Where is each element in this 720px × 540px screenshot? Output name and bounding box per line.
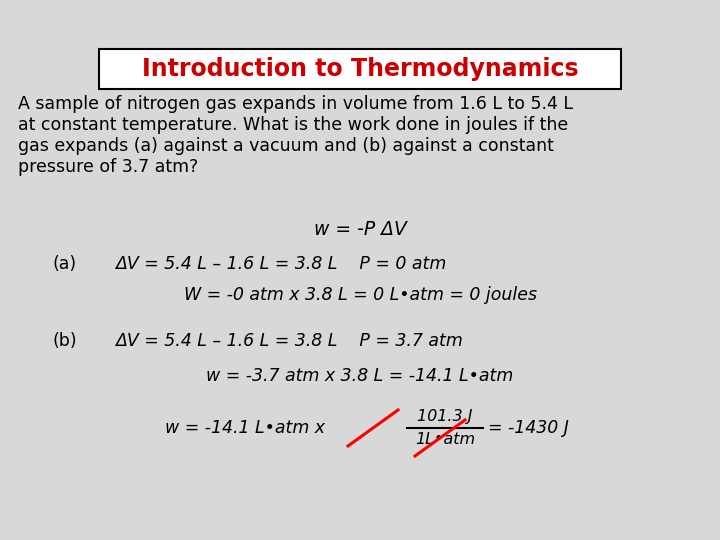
Text: w = -P ΔV: w = -P ΔV	[314, 220, 406, 239]
Text: W = -0 atm x 3.8 L = 0 L•atm = 0 joules: W = -0 atm x 3.8 L = 0 L•atm = 0 joules	[184, 286, 536, 304]
Text: Introduction to Thermodynamics: Introduction to Thermodynamics	[142, 57, 578, 81]
Text: pressure of 3.7 atm?: pressure of 3.7 atm?	[18, 158, 198, 176]
Text: = -1430 J: = -1430 J	[488, 419, 569, 437]
FancyBboxPatch shape	[99, 49, 621, 89]
Text: A sample of nitrogen gas expands in volume from 1.6 L to 5.4 L: A sample of nitrogen gas expands in volu…	[18, 95, 573, 113]
Text: (a): (a)	[52, 255, 76, 273]
Text: w = -3.7 atm x 3.8 L = -14.1 L•atm: w = -3.7 atm x 3.8 L = -14.1 L•atm	[207, 367, 513, 385]
Text: ΔV = 5.4 L – 1.6 L = 3.8 L    P = 3.7 atm: ΔV = 5.4 L – 1.6 L = 3.8 L P = 3.7 atm	[115, 332, 463, 350]
Text: w = -14.1 L•atm x: w = -14.1 L•atm x	[165, 419, 330, 437]
Text: 101.3 J: 101.3 J	[418, 409, 473, 424]
Text: at constant temperature. What is the work done in joules if the: at constant temperature. What is the wor…	[18, 116, 568, 134]
Text: 1L•atm: 1L•atm	[415, 432, 475, 447]
Text: ΔV = 5.4 L – 1.6 L = 3.8 L    P = 0 atm: ΔV = 5.4 L – 1.6 L = 3.8 L P = 0 atm	[115, 255, 446, 273]
Text: gas expands (a) against a vacuum and (b) against a constant: gas expands (a) against a vacuum and (b)…	[18, 137, 554, 155]
Text: (b): (b)	[52, 332, 76, 350]
